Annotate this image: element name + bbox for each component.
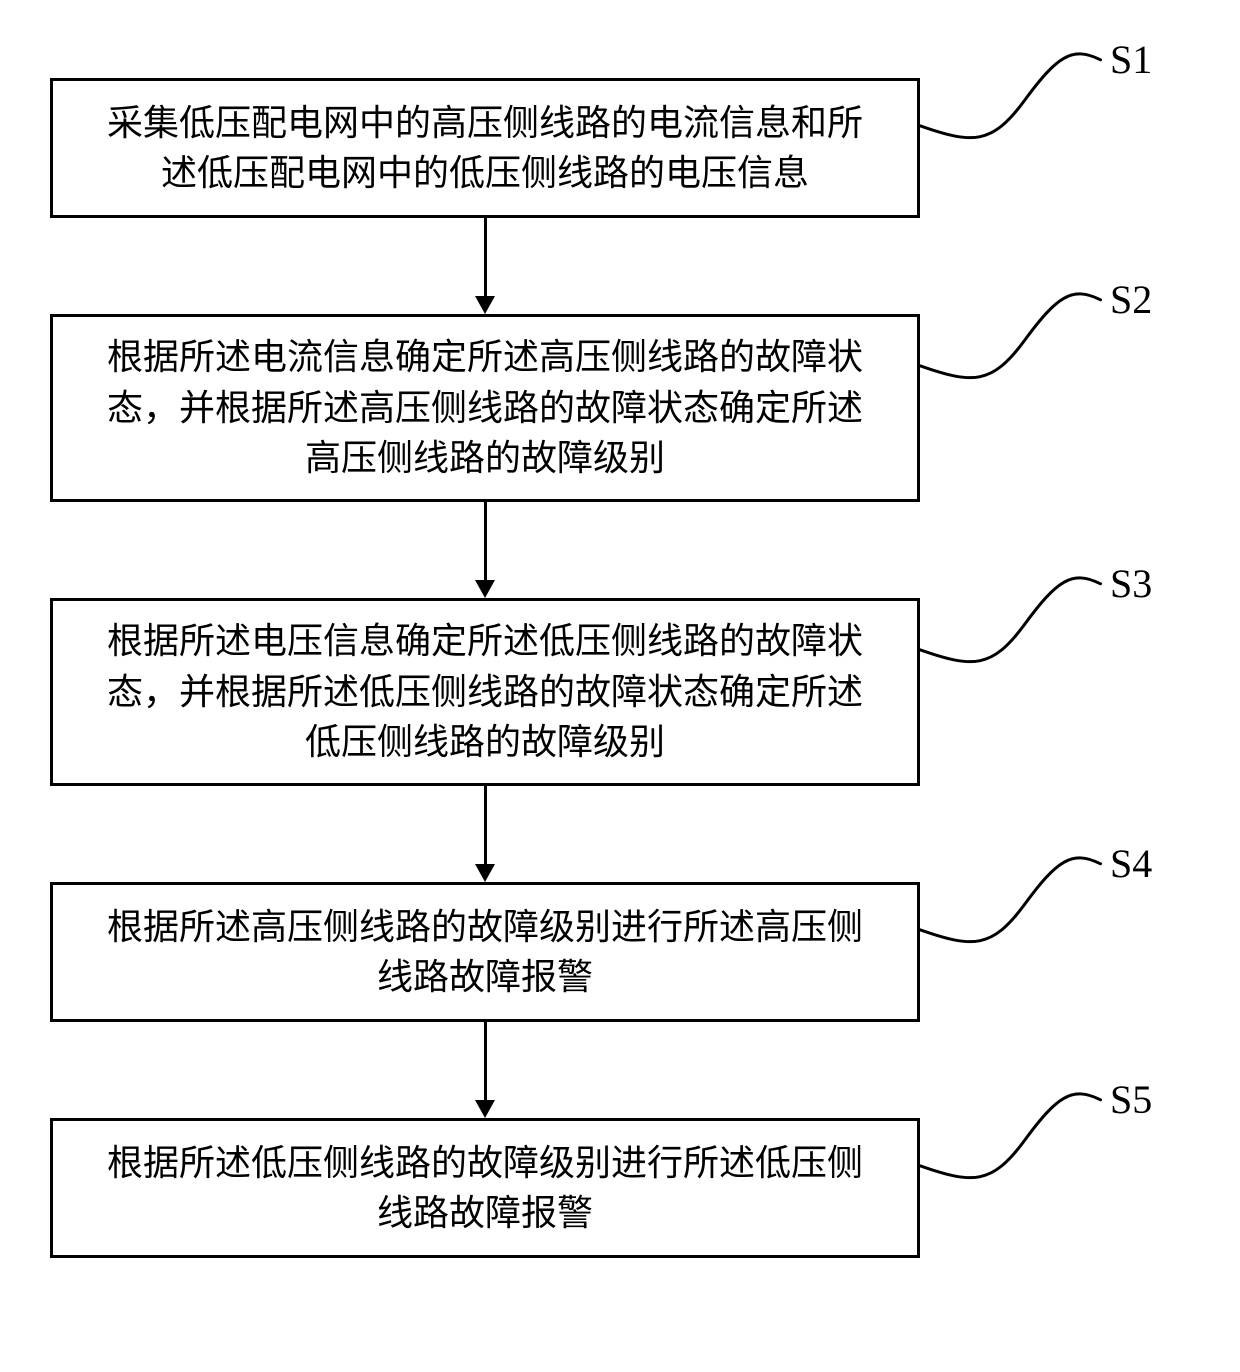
flow-arrow-head — [475, 296, 495, 314]
flow-step-s4: 根据所述高压侧线路的故障级别进行所述高压侧 线路故障报警 — [50, 882, 920, 1022]
flow-step-label-s4: S4 — [1110, 840, 1152, 887]
connector-squiggle — [920, 1080, 1110, 1195]
flow-step-label-s3: S3 — [1110, 560, 1152, 607]
connector-squiggle — [920, 40, 1110, 155]
flow-step-text: 根据所述电流信息确定所述高压侧线路的故障状 态，并根据所述高压侧线路的故障状态确… — [107, 332, 863, 483]
flow-arrow-line — [484, 502, 487, 580]
connector-squiggle — [920, 844, 1110, 959]
flow-arrow-head — [475, 864, 495, 882]
flow-arrow-head — [475, 580, 495, 598]
flow-step-label-s5: S5 — [1110, 1076, 1152, 1123]
flow-step-s1: 采集低压配电网中的高压侧线路的电流信息和所 述低压配电网中的低压侧线路的电压信息 — [50, 78, 920, 218]
flow-step-label-s1: S1 — [1110, 36, 1152, 83]
flow-step-text: 根据所述高压侧线路的故障级别进行所述高压侧 线路故障报警 — [107, 902, 863, 1003]
flow-step-s3: 根据所述电压信息确定所述低压侧线路的故障状 态，并根据所述低压侧线路的故障状态确… — [50, 598, 920, 786]
flow-step-text: 采集低压配电网中的高压侧线路的电流信息和所 述低压配电网中的低压侧线路的电压信息 — [107, 98, 863, 199]
connector-squiggle — [920, 564, 1110, 679]
flow-step-s5: 根据所述低压侧线路的故障级别进行所述低压侧 线路故障报警 — [50, 1118, 920, 1258]
flow-step-label-s2: S2 — [1110, 276, 1152, 323]
flow-step-s2: 根据所述电流信息确定所述高压侧线路的故障状 态，并根据所述高压侧线路的故障状态确… — [50, 314, 920, 502]
flow-arrow-line — [484, 786, 487, 864]
connector-squiggle — [920, 280, 1110, 395]
flow-arrow-line — [484, 1022, 487, 1100]
flow-step-text: 根据所述低压侧线路的故障级别进行所述低压侧 线路故障报警 — [107, 1138, 863, 1239]
flow-arrow-head — [475, 1100, 495, 1118]
flow-step-text: 根据所述电压信息确定所述低压侧线路的故障状 态，并根据所述低压侧线路的故障状态确… — [107, 616, 863, 767]
flow-arrow-line — [484, 218, 487, 296]
